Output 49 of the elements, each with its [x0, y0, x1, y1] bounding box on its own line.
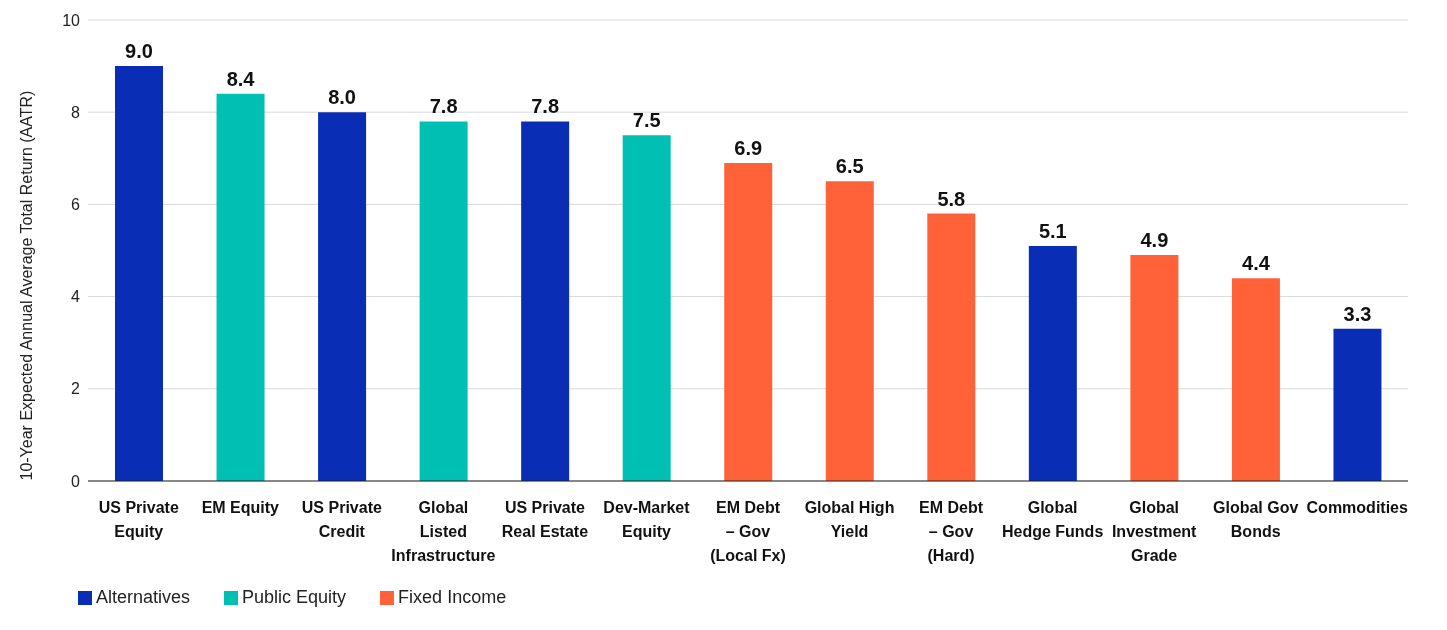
x-tick-label: Global High Yield: [804, 499, 895, 540]
data-label: 3.3: [1343, 302, 1372, 325]
x-tick-label: Commodities: [1306, 499, 1408, 516]
data-label: 7.5: [632, 109, 661, 132]
data-label: 4.4: [1242, 252, 1271, 275]
legend-label: Fixed Income: [398, 587, 507, 607]
bar: [216, 93, 265, 481]
bar: [927, 213, 976, 481]
bar: [1231, 278, 1280, 481]
bar: [622, 135, 671, 481]
legend-label: Public Equity: [242, 587, 347, 607]
data-label: 8.4: [226, 67, 256, 90]
data-label: 6.9: [734, 136, 763, 159]
y-tick-label: 8: [71, 103, 81, 121]
x-tick-label: Dev-Market Equity: [603, 499, 691, 540]
x-tick-label: US Private Real Estate: [501, 499, 589, 540]
data-label: 9.0: [125, 40, 153, 63]
bar: [318, 112, 367, 481]
bar: [825, 181, 874, 481]
y-axis-title: 10-Year Expected Annual Average Total Return (AATR): [17, 90, 35, 481]
data-label: 4.9: [1140, 229, 1169, 252]
data-label: 5.8: [937, 187, 966, 210]
data-label: 6.5: [835, 155, 864, 178]
y-tick-label: 0: [71, 472, 81, 490]
x-tick-label: US Private Equity: [98, 499, 179, 540]
bar: [1333, 328, 1382, 481]
bar: [1130, 255, 1179, 481]
bar: [1028, 245, 1077, 481]
y-tick-label: 6: [71, 196, 81, 214]
bar: [419, 121, 468, 481]
data-label: 8.0: [328, 86, 356, 109]
data-label: 5.1: [1038, 219, 1067, 242]
x-tick-label: US Private Credit: [301, 499, 382, 540]
bar: [724, 162, 773, 481]
y-tick-label: 10: [62, 11, 81, 29]
data-label: 7.8: [531, 95, 560, 118]
y-tick-label: 4: [71, 288, 81, 306]
x-tick-label: Global Listed Infrastructure: [391, 499, 496, 564]
legend-label: Alternatives: [96, 587, 191, 607]
x-tick-label: Global Hedge Funds: [1001, 499, 1104, 540]
x-tick-label: EM Debt – Gov (Local Fx): [710, 499, 786, 564]
y-tick-label: 2: [71, 380, 81, 398]
bar: [521, 121, 570, 481]
data-label: 7.8: [429, 95, 458, 118]
x-tick-label: EM Equity: [201, 499, 280, 516]
x-tick-label: Global Gov Bonds: [1213, 499, 1299, 540]
bar: [115, 66, 163, 481]
x-tick-label: Global Investment Grade: [1111, 499, 1198, 564]
x-tick-label: EM Debt – Gov (Hard): [919, 499, 984, 564]
